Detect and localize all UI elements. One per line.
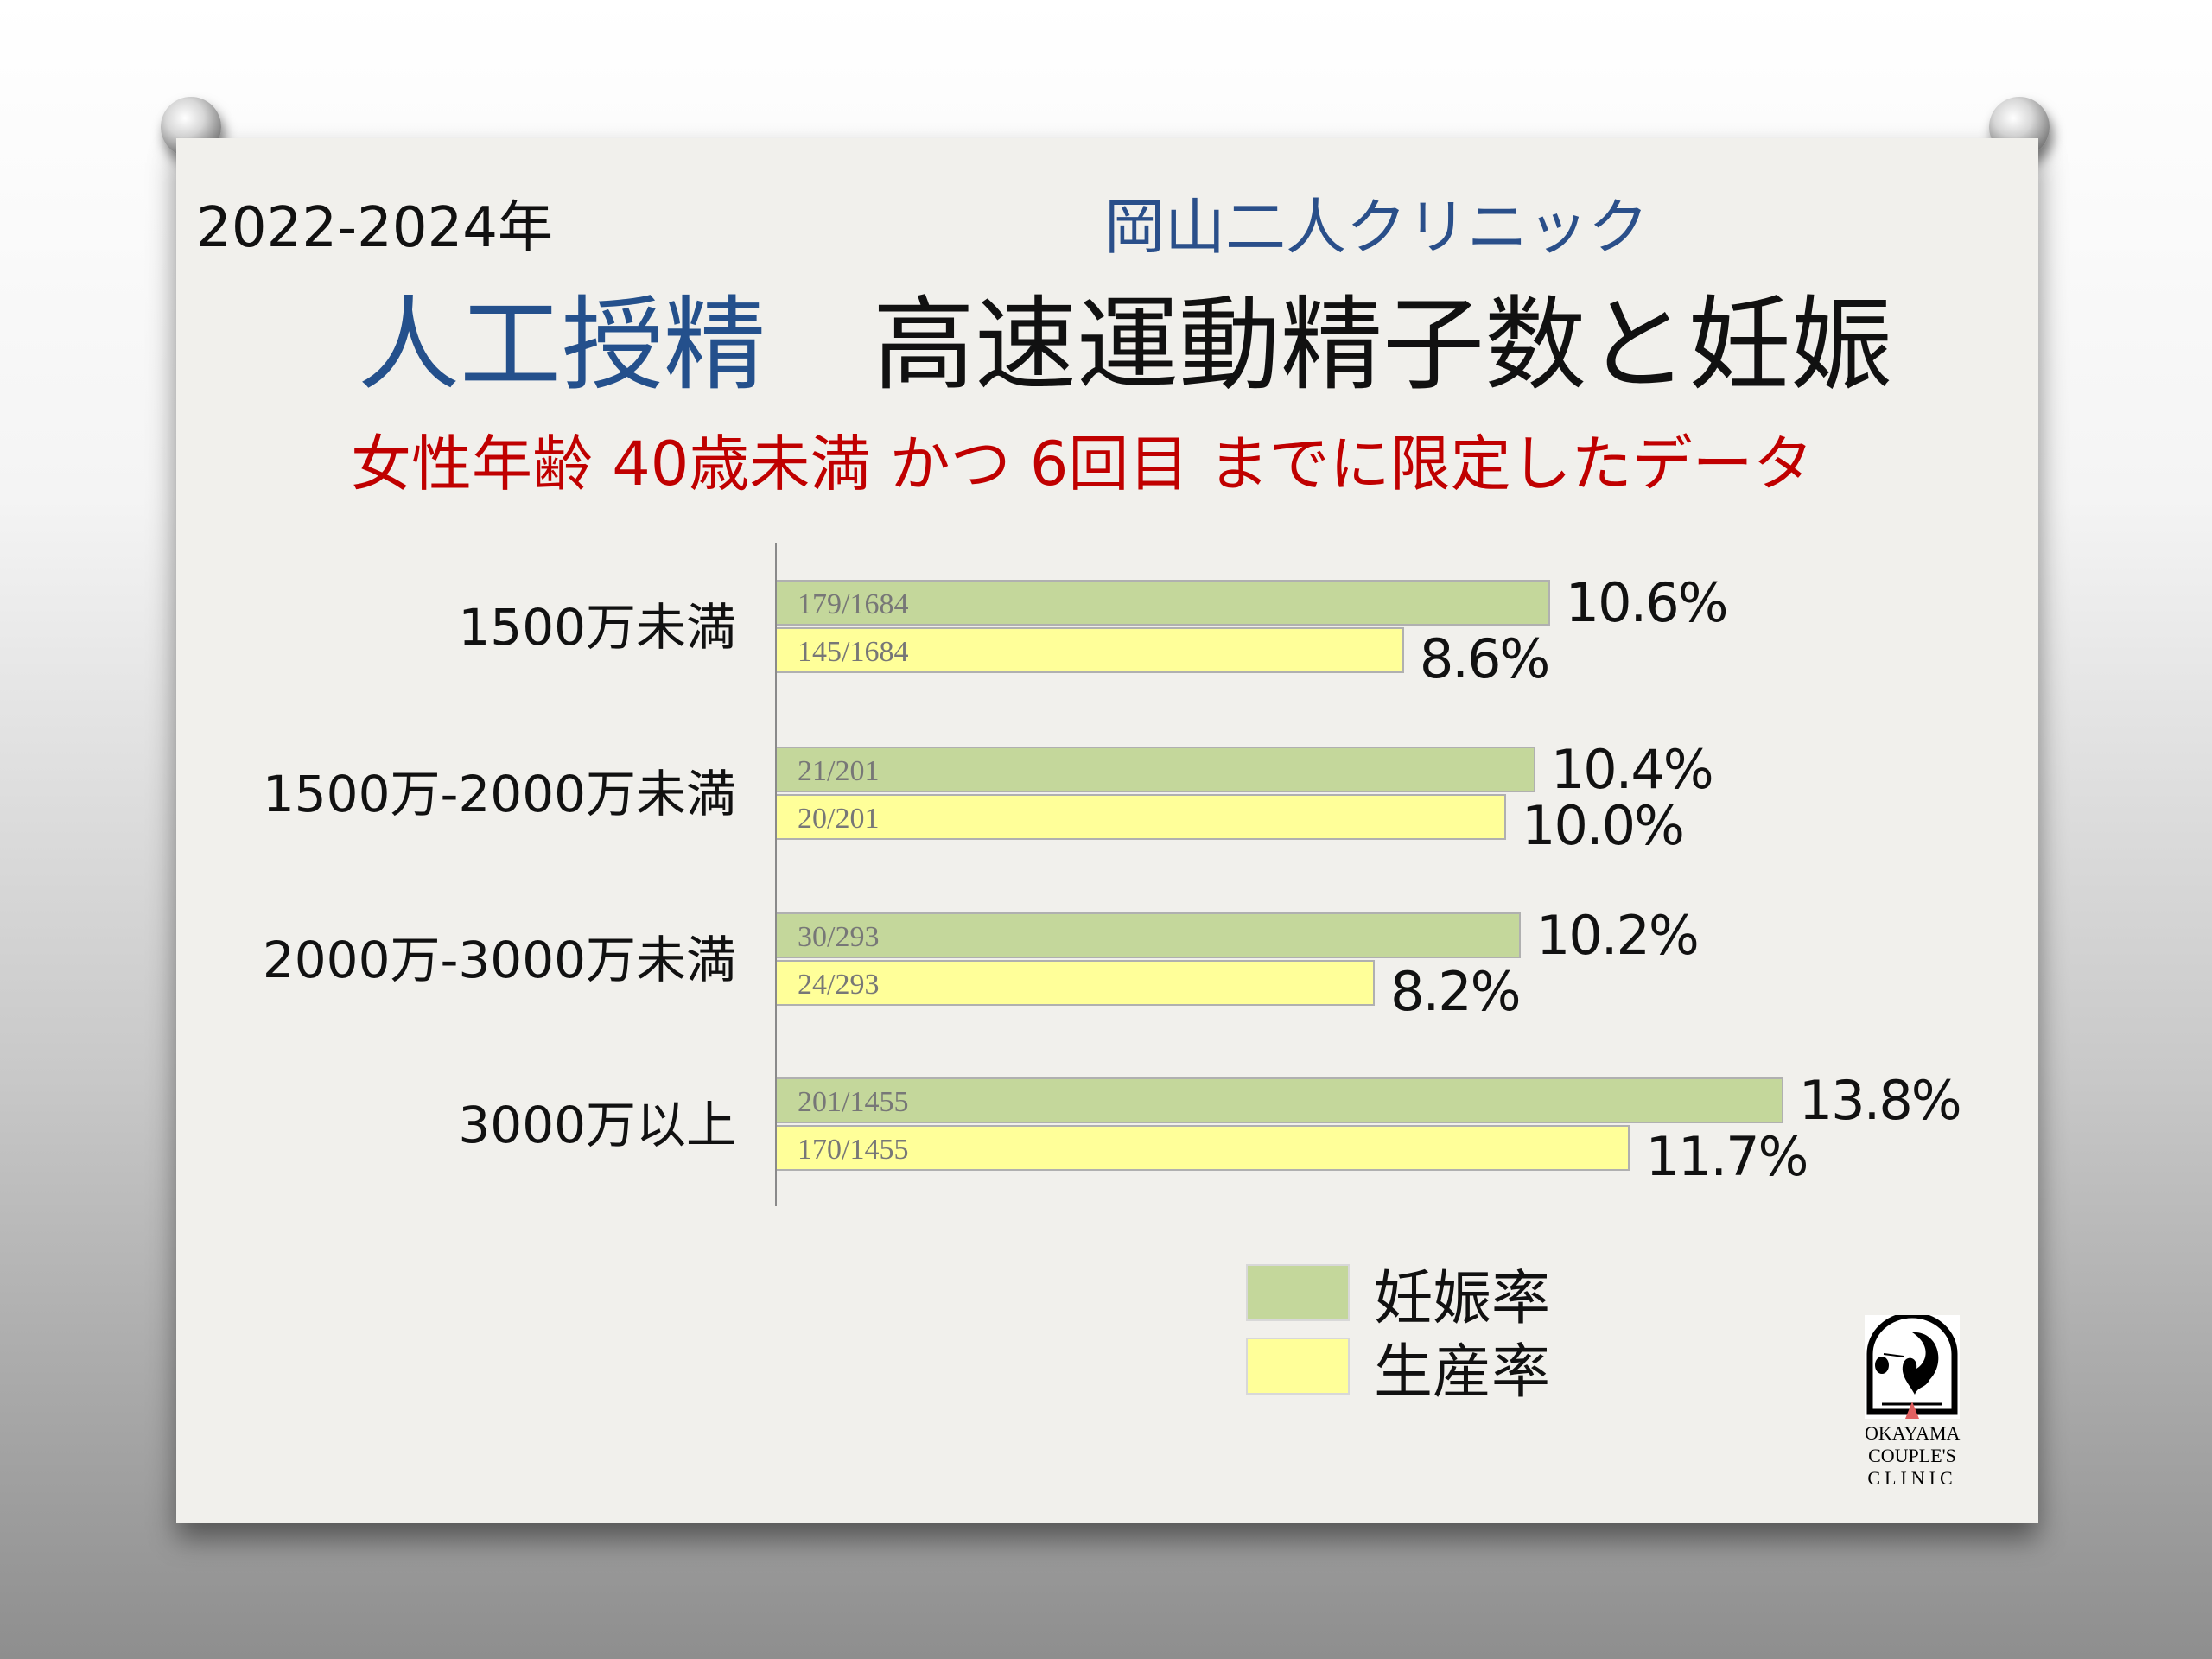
clinic-logo: OKAYAMA COUPLE'S CLINIC xyxy=(1865,1312,1961,1492)
year-range: 2022-2024年 xyxy=(196,196,553,260)
bar-fraction-label: 201/1455 xyxy=(798,1086,909,1118)
y-axis-line xyxy=(775,543,777,1206)
logo-text-couples: COUPLE'S xyxy=(1868,1445,1956,1466)
bar-fraction-label: 179/1684 xyxy=(798,588,909,620)
title-topic: 高速運動精子数と妊娠 xyxy=(873,285,1893,404)
bar-value-label: 8.2% xyxy=(1390,960,1522,1023)
bar-value-label: 11.7% xyxy=(1645,1125,1808,1188)
bar-livebirth-rate: 24/293 xyxy=(777,960,1376,1006)
bar-value-label: 8.6% xyxy=(1419,627,1551,690)
bar-fraction-label: 30/293 xyxy=(798,921,880,953)
bar-pregnancy-rate: 21/201 xyxy=(777,747,1535,792)
bar-value-label: 13.8% xyxy=(1798,1069,1962,1132)
bar-fraction-label: 24/293 xyxy=(798,969,880,1001)
category-label: 1500万-2000万未満 xyxy=(262,765,736,823)
logo-text-clinic: CLINIC xyxy=(1867,1467,1957,1489)
bar-fraction-label: 145/1684 xyxy=(798,636,909,668)
bar-pregnancy-rate: 179/1684 xyxy=(777,580,1550,626)
legend-swatch-pregnancy xyxy=(1246,1264,1350,1321)
title-procedure: 人工授精 xyxy=(358,285,766,404)
bar-fraction-label: 20/201 xyxy=(798,803,880,835)
legend-label-livebirth: 生産率 xyxy=(1374,1338,1551,1407)
clinic-name: 岡山二人クリニック xyxy=(1104,192,1649,263)
category-label: 1500万未満 xyxy=(458,598,736,657)
legend-swatch-livebirth xyxy=(1246,1338,1350,1395)
bar-value-label: 10.6% xyxy=(1565,571,1729,634)
bar-pregnancy-rate: 30/293 xyxy=(777,912,1521,958)
category-label: 3000万以上 xyxy=(458,1096,736,1154)
bar-fraction-label: 21/201 xyxy=(798,755,880,787)
stork-logo-icon xyxy=(1865,1312,1960,1419)
bar-fraction-label: 170/1455 xyxy=(798,1134,909,1166)
category-label: 2000万-3000万未満 xyxy=(262,931,736,989)
legend-label-pregnancy: 妊娠率 xyxy=(1374,1265,1551,1333)
bar-livebirth-rate: 20/201 xyxy=(777,794,1506,840)
bar-pregnancy-rate: 201/1455 xyxy=(777,1077,1783,1123)
bar-value-label: 10.4% xyxy=(1550,738,1714,801)
bar-value-label: 10.2% xyxy=(1535,904,1700,967)
logo-text-okayama: OKAYAMA xyxy=(1865,1422,1961,1444)
subtitle-condition: 女性年齢 40歳未満 かつ 6回目 までに限定したデータ xyxy=(351,429,1814,499)
bar-livebirth-rate: 145/1684 xyxy=(777,627,1404,673)
bar-livebirth-rate: 170/1455 xyxy=(777,1125,1630,1171)
bar-value-label: 10.0% xyxy=(1522,794,1685,857)
